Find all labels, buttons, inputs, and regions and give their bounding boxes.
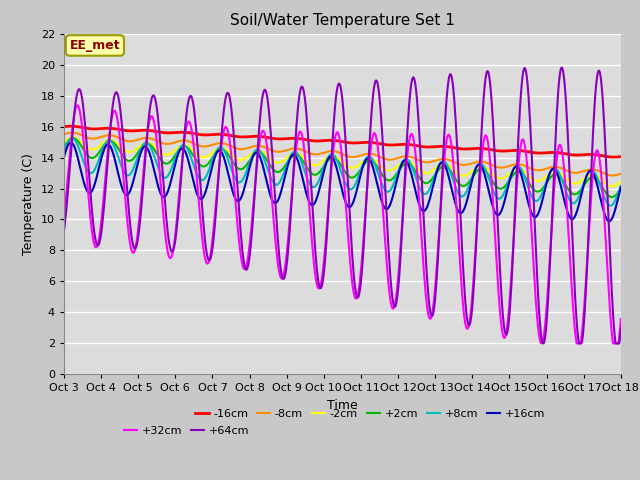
Title: Soil/Water Temperature Set 1: Soil/Water Temperature Set 1 bbox=[230, 13, 455, 28]
Line: +2cm: +2cm bbox=[64, 138, 621, 197]
-8cm bbox=[411, 156, 419, 161]
-8cm bbox=[128, 138, 136, 144]
-16cm bbox=[185, 130, 193, 135]
+8cm bbox=[617, 183, 625, 189]
-16cm bbox=[411, 143, 419, 148]
Line: +16cm: +16cm bbox=[64, 143, 621, 221]
X-axis label: Time: Time bbox=[327, 399, 358, 412]
-2cm bbox=[214, 145, 222, 151]
-8cm bbox=[68, 130, 76, 135]
Line: -8cm: -8cm bbox=[64, 132, 621, 176]
-2cm bbox=[411, 162, 419, 168]
+16cm bbox=[128, 182, 136, 188]
+16cm bbox=[605, 218, 613, 224]
+8cm bbox=[68, 135, 76, 141]
-16cm bbox=[128, 128, 136, 134]
-2cm bbox=[617, 179, 625, 184]
+16cm bbox=[411, 185, 419, 191]
-16cm bbox=[214, 132, 222, 137]
+64cm bbox=[558, 65, 566, 71]
-16cm bbox=[67, 123, 75, 129]
+8cm bbox=[60, 148, 68, 154]
+64cm bbox=[70, 113, 78, 119]
+64cm bbox=[60, 228, 68, 233]
+16cm bbox=[71, 145, 79, 151]
+16cm bbox=[67, 140, 75, 145]
-2cm bbox=[128, 149, 136, 155]
+2cm bbox=[71, 136, 79, 142]
-16cm bbox=[428, 144, 435, 150]
-2cm bbox=[60, 139, 68, 145]
+2cm bbox=[607, 194, 615, 200]
+32cm bbox=[60, 215, 68, 221]
+16cm bbox=[60, 154, 68, 160]
Y-axis label: Temperature (C): Temperature (C) bbox=[22, 153, 35, 255]
-16cm bbox=[71, 123, 79, 129]
+64cm bbox=[214, 190, 221, 196]
+32cm bbox=[74, 102, 81, 108]
+32cm bbox=[185, 119, 193, 124]
+2cm bbox=[214, 148, 222, 154]
+32cm bbox=[428, 315, 435, 321]
-16cm bbox=[617, 154, 625, 160]
+32cm bbox=[617, 316, 625, 322]
+16cm bbox=[428, 191, 435, 197]
+8cm bbox=[607, 203, 614, 208]
+16cm bbox=[185, 159, 193, 165]
+8cm bbox=[428, 183, 435, 189]
+32cm bbox=[573, 340, 580, 346]
-2cm bbox=[428, 168, 435, 174]
-2cm bbox=[185, 144, 193, 150]
+16cm bbox=[617, 184, 625, 190]
+2cm bbox=[411, 168, 419, 173]
-2cm bbox=[71, 135, 79, 141]
-16cm bbox=[610, 154, 618, 160]
-8cm bbox=[185, 138, 193, 144]
+2cm bbox=[60, 144, 68, 150]
+64cm bbox=[540, 340, 547, 346]
-8cm bbox=[609, 173, 616, 179]
+32cm bbox=[411, 145, 419, 151]
+2cm bbox=[428, 177, 435, 183]
+8cm bbox=[214, 145, 222, 151]
-16cm bbox=[60, 124, 68, 130]
-8cm bbox=[428, 159, 435, 165]
-8cm bbox=[60, 132, 68, 137]
+64cm bbox=[617, 326, 625, 332]
+16cm bbox=[214, 148, 222, 154]
+8cm bbox=[185, 148, 193, 154]
+32cm bbox=[70, 113, 78, 119]
Line: +64cm: +64cm bbox=[64, 68, 621, 343]
+2cm bbox=[70, 135, 77, 141]
Legend: +32cm, +64cm: +32cm, +64cm bbox=[119, 421, 253, 441]
+32cm bbox=[214, 175, 222, 181]
+64cm bbox=[184, 101, 192, 107]
Text: EE_met: EE_met bbox=[70, 39, 120, 52]
-2cm bbox=[609, 183, 616, 189]
Line: -2cm: -2cm bbox=[64, 137, 621, 186]
+32cm bbox=[128, 249, 136, 255]
+8cm bbox=[71, 137, 79, 143]
+64cm bbox=[410, 75, 418, 81]
+2cm bbox=[128, 157, 136, 163]
-2cm bbox=[68, 134, 76, 140]
-8cm bbox=[214, 141, 222, 146]
+8cm bbox=[128, 168, 136, 174]
-8cm bbox=[71, 130, 79, 136]
+64cm bbox=[127, 232, 135, 238]
+2cm bbox=[185, 146, 193, 152]
Line: +32cm: +32cm bbox=[64, 105, 621, 343]
Line: -16cm: -16cm bbox=[64, 126, 621, 157]
-8cm bbox=[617, 171, 625, 177]
+64cm bbox=[426, 309, 434, 315]
+2cm bbox=[617, 186, 625, 192]
+8cm bbox=[411, 172, 419, 178]
Line: +8cm: +8cm bbox=[64, 138, 621, 205]
